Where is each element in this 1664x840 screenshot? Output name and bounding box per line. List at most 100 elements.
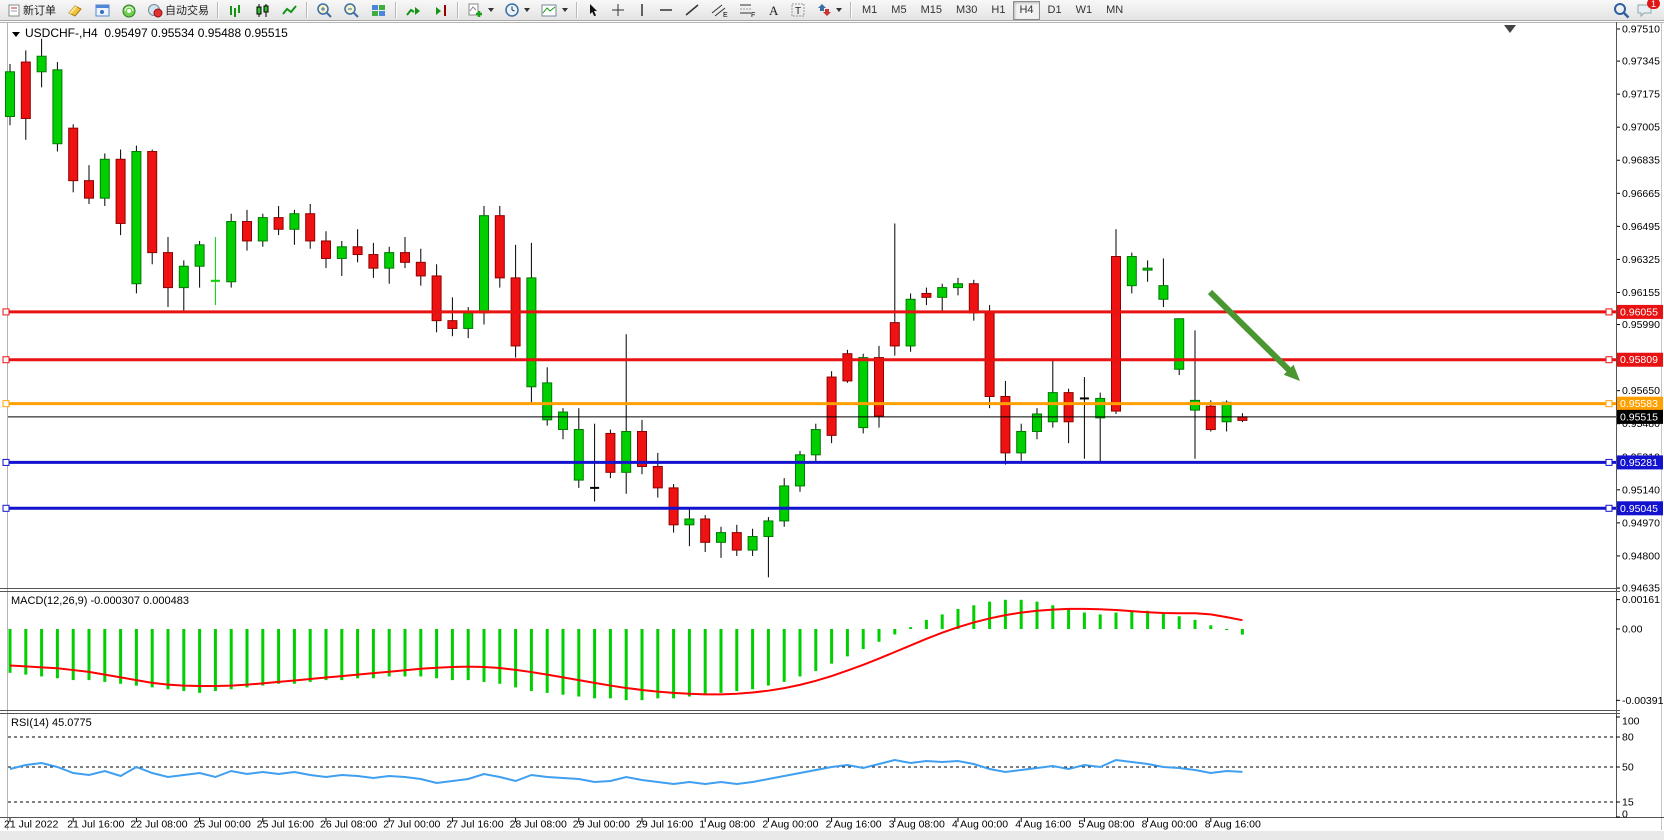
channel-button[interactable]: E (706, 0, 732, 20)
candle-body-bull (716, 532, 726, 543)
macd-histogram-bar (561, 629, 565, 695)
timeframe-button-m15[interactable]: M15 (920, 4, 942, 16)
candle-body-bull (1032, 413, 1042, 432)
candle-body-bear (305, 213, 316, 242)
timeframe-button-w1[interactable]: W1 (1075, 4, 1093, 16)
macd-histogram-bar (514, 629, 518, 688)
price-badge-label: 0.95583 (1620, 398, 1658, 410)
candle-body-bull (36, 55, 47, 73)
line-handle-left[interactable] (2, 458, 10, 466)
crosshair-button[interactable] (606, 0, 630, 20)
line-handle-left[interactable] (2, 308, 10, 316)
line-handle-right[interactable] (1605, 504, 1613, 512)
line-handle-left[interactable] (2, 356, 10, 364)
trend-arrow-object[interactable] (1207, 289, 1295, 376)
candle-body-bull (5, 71, 15, 117)
line-handle-right[interactable] (1605, 400, 1613, 408)
macd-histogram-bar (814, 629, 818, 671)
trendline-button[interactable] (680, 0, 704, 20)
line-handle-left[interactable] (2, 504, 10, 512)
timeframe-button-d1[interactable]: D1 (1047, 4, 1062, 16)
price-axis-label: 0.95990 (1622, 319, 1660, 331)
zoom-in-button[interactable] (312, 0, 337, 20)
chart-shift-marker[interactable] (1504, 25, 1516, 33)
new-order-button[interactable]: 新订单 (3, 0, 60, 20)
timeframe-button-h4[interactable]: H4 (1013, 0, 1040, 20)
time-axis-label: 25 Jul 00:00 (194, 819, 251, 831)
macd-values: -0.000307 0.000483 (90, 595, 189, 607)
dropdown-caret-icon[interactable] (524, 8, 530, 12)
time-axis-label: 28 Jul 08:00 (510, 819, 567, 831)
dropdown-caret-icon[interactable] (488, 8, 494, 12)
macd-histogram-bar (1225, 629, 1229, 630)
macd-histogram-bar (909, 627, 913, 629)
tile-windows-button[interactable] (366, 0, 391, 20)
horizontal-line-button[interactable] (654, 0, 678, 20)
candle-body-bull (1095, 397, 1106, 419)
search-icon[interactable] (1613, 2, 1630, 19)
auto-trading-button[interactable]: 自动交易 (143, 0, 213, 20)
rsi-title: RSI(14) (11, 717, 49, 729)
chart-header: USDCHF-,H4 0.95497 0.95534 0.95488 0.955… (12, 26, 288, 40)
price-axis-label: 0.96835 (1622, 155, 1660, 167)
line-handle-left[interactable] (2, 400, 10, 408)
text-icon: A (766, 2, 780, 18)
time-axis-label: 3 Aug 08:00 (889, 819, 945, 831)
rsi-axis-label: 15 (1622, 797, 1634, 809)
candle-chart-button[interactable] (250, 0, 275, 20)
toolbar-separator (850, 2, 852, 18)
auto-scroll-button[interactable] (401, 0, 426, 20)
zoom-out-button[interactable] (339, 0, 364, 20)
bar-chart-button[interactable] (223, 0, 248, 20)
rsi-axis-label: 100 (1622, 716, 1640, 728)
time-axis-label: 1 Aug 08:00 (699, 819, 755, 831)
macd-histogram-bar (1177, 616, 1181, 629)
arrows-button[interactable] (812, 0, 846, 20)
chevron-down-icon[interactable] (12, 32, 20, 37)
timeframe-button-mn[interactable]: MN (1106, 4, 1124, 16)
line-handle-right[interactable] (1605, 356, 1613, 364)
new-order-button-label: 新订单 (23, 5, 56, 17)
candle-body-bear (984, 312, 995, 397)
label-button[interactable]: T (786, 0, 810, 20)
line-chart-button[interactable] (277, 0, 302, 20)
channel-icon: E (710, 2, 728, 19)
cursor-button[interactable] (582, 0, 604, 20)
dropdown-caret-icon[interactable] (562, 8, 568, 12)
time-axis-label: 29 Jul 00:00 (573, 819, 630, 831)
timeframe-button-m30[interactable]: M30 (955, 4, 978, 16)
line-handle-right[interactable] (1605, 458, 1613, 466)
text-button[interactable]: A (762, 0, 784, 20)
fibonacci-button[interactable]: F (734, 0, 760, 20)
timeframe-button-m1[interactable]: M1 (862, 4, 878, 16)
chat-icon[interactable]: 1 (1636, 0, 1660, 18)
candle-body-bull (257, 217, 268, 242)
candle-body-bull (542, 382, 553, 421)
macd-histogram-bar (182, 629, 186, 692)
current-price-badge (1617, 409, 1663, 424)
timeframe-button-h1[interactable]: H1 (991, 4, 1006, 16)
current-price-badge-label: 0.95515 (1620, 411, 1658, 423)
macd-axis-label: -0.00391 (1622, 695, 1664, 707)
macd-histogram-bar (119, 629, 123, 684)
timeframe-button-m5[interactable]: M5 (891, 4, 907, 16)
macd-histogram-bar (245, 629, 249, 688)
ticket-button[interactable] (62, 0, 88, 20)
chart-shift-button[interactable] (428, 0, 453, 20)
signals-button[interactable] (117, 0, 141, 20)
vertical-line-button[interactable] (632, 0, 652, 20)
publisher-button[interactable] (90, 0, 115, 20)
price-badge (1617, 304, 1663, 319)
dropdown-caret-icon[interactable] (836, 8, 842, 12)
macd-histogram-bar (1098, 614, 1102, 629)
indicators-icon (467, 2, 484, 18)
line-handle-right[interactable] (1605, 308, 1613, 316)
macd-histogram-bar (198, 629, 202, 693)
price-badge (1617, 455, 1663, 470)
indicators-button[interactable] (463, 0, 498, 20)
candle-body-bear (652, 465, 663, 489)
periods-button[interactable] (500, 0, 534, 20)
templates-button[interactable] (536, 0, 572, 20)
trend-arrow-head[interactable] (1283, 364, 1300, 381)
